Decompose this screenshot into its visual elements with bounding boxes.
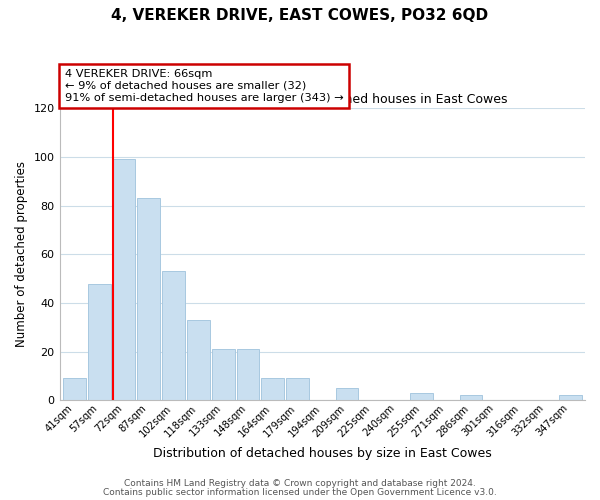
Text: Contains HM Land Registry data © Crown copyright and database right 2024.: Contains HM Land Registry data © Crown c…	[124, 478, 476, 488]
Bar	[236, 349, 259, 401]
Bar	[137, 198, 160, 400]
Bar	[559, 396, 581, 400]
Bar	[113, 160, 136, 400]
Bar	[335, 388, 358, 400]
Bar	[187, 320, 210, 400]
Bar	[162, 272, 185, 400]
Bar	[286, 378, 309, 400]
X-axis label: Distribution of detached houses by size in East Cowes: Distribution of detached houses by size …	[153, 447, 491, 460]
Bar	[88, 284, 110, 401]
Title: Size of property relative to detached houses in East Cowes: Size of property relative to detached ho…	[137, 93, 507, 106]
Text: Contains public sector information licensed under the Open Government Licence v3: Contains public sector information licen…	[103, 488, 497, 497]
Text: 4, VEREKER DRIVE, EAST COWES, PO32 6QD: 4, VEREKER DRIVE, EAST COWES, PO32 6QD	[112, 8, 488, 22]
Bar	[63, 378, 86, 400]
Text: 4 VEREKER DRIVE: 66sqm
← 9% of detached houses are smaller (32)
91% of semi-deta: 4 VEREKER DRIVE: 66sqm ← 9% of detached …	[65, 70, 343, 102]
Bar	[460, 396, 482, 400]
Bar	[212, 349, 235, 401]
Bar	[410, 393, 433, 400]
Y-axis label: Number of detached properties: Number of detached properties	[15, 162, 28, 348]
Bar	[261, 378, 284, 400]
